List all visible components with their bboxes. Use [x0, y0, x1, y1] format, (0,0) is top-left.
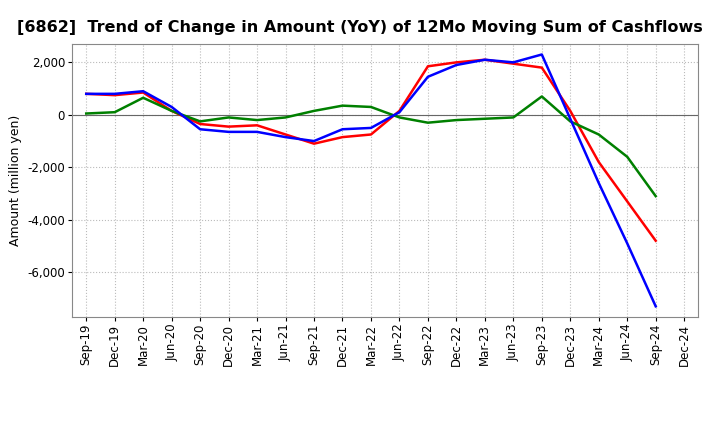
Investing Cashflow: [395, 115, 404, 120]
Y-axis label: Amount (million yen): Amount (million yen): [9, 115, 22, 246]
Operating Cashflow: [139, 90, 148, 95]
Operating Cashflow: [338, 135, 347, 140]
Operating Cashflow: [566, 108, 575, 114]
Investing Cashflow: [480, 116, 489, 121]
Investing Cashflow: [82, 111, 91, 116]
Free Cashflow: [366, 125, 375, 131]
Line: Investing Cashflow: Investing Cashflow: [86, 96, 656, 196]
Operating Cashflow: [167, 108, 176, 114]
Investing Cashflow: [196, 119, 204, 124]
Operating Cashflow: [452, 60, 461, 65]
Operating Cashflow: [537, 65, 546, 70]
Investing Cashflow: [595, 132, 603, 137]
Investing Cashflow: [623, 154, 631, 159]
Free Cashflow: [537, 52, 546, 57]
Operating Cashflow: [423, 64, 432, 69]
Investing Cashflow: [139, 95, 148, 100]
Free Cashflow: [167, 104, 176, 110]
Operating Cashflow: [110, 92, 119, 98]
Free Cashflow: [110, 91, 119, 96]
Text: [6862]  Trend of Change in Amount (YoY) of 12Mo Moving Sum of Cashflows: [6862] Trend of Change in Amount (YoY) o…: [17, 20, 703, 35]
Free Cashflow: [452, 62, 461, 68]
Operating Cashflow: [282, 132, 290, 137]
Free Cashflow: [139, 88, 148, 94]
Free Cashflow: [509, 60, 518, 65]
Free Cashflow: [196, 127, 204, 132]
Operating Cashflow: [253, 123, 261, 128]
Free Cashflow: [566, 116, 575, 121]
Investing Cashflow: [282, 115, 290, 120]
Free Cashflow: [423, 74, 432, 80]
Investing Cashflow: [310, 108, 318, 114]
Investing Cashflow: [366, 104, 375, 110]
Investing Cashflow: [423, 120, 432, 125]
Investing Cashflow: [110, 110, 119, 115]
Investing Cashflow: [652, 194, 660, 199]
Free Cashflow: [338, 127, 347, 132]
Investing Cashflow: [253, 117, 261, 123]
Operating Cashflow: [82, 91, 91, 96]
Free Cashflow: [595, 180, 603, 186]
Operating Cashflow: [366, 132, 375, 137]
Investing Cashflow: [452, 117, 461, 123]
Operating Cashflow: [509, 61, 518, 66]
Operating Cashflow: [310, 141, 318, 147]
Free Cashflow: [395, 110, 404, 115]
Investing Cashflow: [338, 103, 347, 108]
Operating Cashflow: [480, 57, 489, 62]
Operating Cashflow: [595, 159, 603, 165]
Operating Cashflow: [225, 124, 233, 129]
Free Cashflow: [310, 139, 318, 144]
Operating Cashflow: [395, 108, 404, 114]
Free Cashflow: [82, 91, 91, 96]
Investing Cashflow: [509, 115, 518, 120]
Free Cashflow: [623, 241, 631, 246]
Operating Cashflow: [196, 121, 204, 127]
Line: Free Cashflow: Free Cashflow: [86, 55, 656, 306]
Investing Cashflow: [537, 94, 546, 99]
Investing Cashflow: [566, 119, 575, 124]
Operating Cashflow: [652, 238, 660, 243]
Free Cashflow: [253, 129, 261, 135]
Operating Cashflow: [623, 199, 631, 204]
Free Cashflow: [282, 135, 290, 140]
Line: Operating Cashflow: Operating Cashflow: [86, 60, 656, 241]
Investing Cashflow: [225, 115, 233, 120]
Free Cashflow: [480, 57, 489, 62]
Free Cashflow: [652, 304, 660, 309]
Investing Cashflow: [167, 108, 176, 114]
Free Cashflow: [225, 129, 233, 135]
